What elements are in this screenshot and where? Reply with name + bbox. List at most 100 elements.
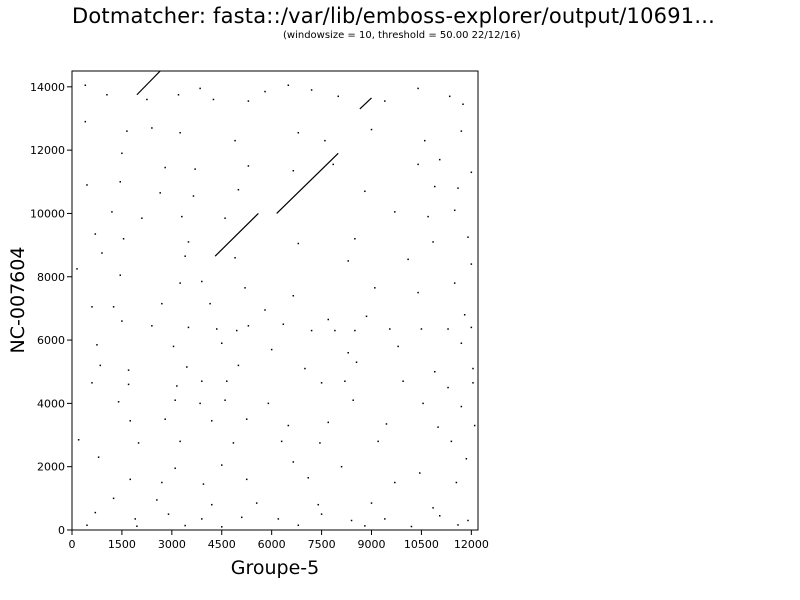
match-dot — [422, 402, 424, 405]
y-axis: 0 2000 4000 6000 8000 10000 12000 14000 — [30, 81, 72, 537]
match-dot — [186, 366, 188, 368]
match-dot — [432, 241, 434, 243]
match-dot — [438, 515, 441, 517]
chart-title: Dotmatcher: fasta::/var/lib/emboss-explo… — [72, 4, 715, 28]
match-dot — [146, 98, 148, 101]
match-dot — [282, 323, 285, 325]
match-dot — [292, 295, 295, 297]
y-tick-label: 2000 — [37, 461, 65, 474]
match-dot — [127, 369, 130, 371]
plot-area — [71, 70, 479, 531]
x-tick-label: 9000 — [358, 538, 386, 551]
match-dot — [310, 329, 313, 332]
match-dot — [255, 502, 258, 504]
match-dot — [176, 385, 178, 387]
match-dot — [164, 418, 166, 420]
match-dot — [437, 426, 439, 428]
y-axis-title: NC-007604 — [7, 247, 29, 354]
match-dot — [438, 158, 441, 161]
match-dot — [209, 302, 211, 305]
match-dot — [244, 287, 246, 289]
match-dot — [417, 163, 419, 166]
match-dot — [224, 399, 226, 401]
match-dot — [267, 402, 270, 405]
match-dot — [174, 467, 176, 470]
match-dot — [417, 87, 419, 90]
match-dot — [347, 260, 349, 262]
match-dot — [320, 513, 323, 515]
match-dot — [151, 127, 153, 129]
match-dot — [129, 420, 131, 422]
match-dot — [94, 233, 97, 235]
match-dot — [99, 364, 102, 367]
match-dot — [340, 465, 343, 468]
match-dot — [465, 458, 468, 460]
match-dot — [184, 255, 186, 257]
x-tick-label: 1500 — [108, 538, 136, 551]
match-dot — [247, 100, 250, 102]
match-dot — [394, 481, 396, 484]
match-dot — [179, 131, 181, 134]
match-dot — [177, 93, 180, 96]
match-dot — [174, 399, 176, 401]
match-dot — [354, 238, 356, 240]
match-dot — [161, 302, 163, 305]
match-dot — [397, 345, 399, 348]
match-dot — [344, 380, 346, 382]
match-dot — [199, 87, 201, 90]
match-dot — [433, 370, 436, 373]
match-dot — [235, 329, 238, 332]
match-diagonal — [136, 70, 161, 96]
match-dot — [432, 507, 434, 509]
match-dot — [337, 95, 339, 98]
match-dot — [122, 238, 125, 240]
y-tick-label: 4000 — [37, 397, 65, 410]
match-dot — [433, 185, 436, 188]
match-dot — [237, 188, 240, 191]
match-dot — [310, 89, 313, 91]
match-dot — [320, 382, 323, 384]
match-dot — [460, 130, 463, 132]
match-dot — [332, 163, 334, 166]
match-diagonal — [359, 97, 372, 110]
match-dot — [221, 526, 223, 528]
match-dot — [319, 442, 321, 444]
match-dot — [187, 241, 190, 243]
match-dot — [264, 90, 266, 93]
match-dot — [297, 524, 300, 527]
match-dot — [187, 326, 190, 329]
match-dot — [470, 326, 473, 329]
match-dot — [365, 315, 368, 318]
x-tick-label: 4500 — [208, 538, 236, 551]
match-dot — [201, 280, 203, 283]
match-dot — [84, 84, 87, 86]
match-dot — [192, 195, 195, 197]
match-dot — [277, 518, 280, 520]
match-dot — [91, 382, 93, 384]
match-dot — [202, 483, 205, 485]
x-tick-label: 6000 — [258, 538, 286, 551]
match-dot — [280, 440, 283, 443]
match-dot — [172, 345, 175, 348]
match-dot — [216, 328, 218, 330]
match-dot — [402, 380, 404, 382]
match-dot — [106, 93, 108, 96]
match-dot — [389, 328, 391, 330]
match-dot — [159, 192, 161, 194]
match-dot — [470, 171, 473, 174]
match-dot — [181, 215, 183, 218]
match-dot — [324, 139, 326, 142]
match-dot — [364, 525, 366, 527]
match-dot — [245, 418, 248, 420]
match-dot — [287, 84, 290, 86]
match-dot — [304, 367, 306, 370]
match-dot — [354, 329, 356, 332]
match-dot — [327, 318, 329, 321]
match-dot — [460, 342, 463, 344]
match-dot — [472, 367, 474, 370]
match-dot — [472, 382, 474, 384]
match-dot — [225, 380, 228, 382]
match-dot — [161, 481, 163, 484]
match-dot — [264, 309, 266, 311]
